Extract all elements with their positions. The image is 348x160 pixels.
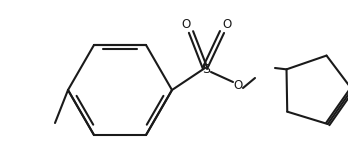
Text: O: O [181, 17, 191, 31]
Text: O: O [234, 79, 243, 92]
Text: S: S [202, 63, 210, 76]
Text: O: O [222, 17, 232, 31]
